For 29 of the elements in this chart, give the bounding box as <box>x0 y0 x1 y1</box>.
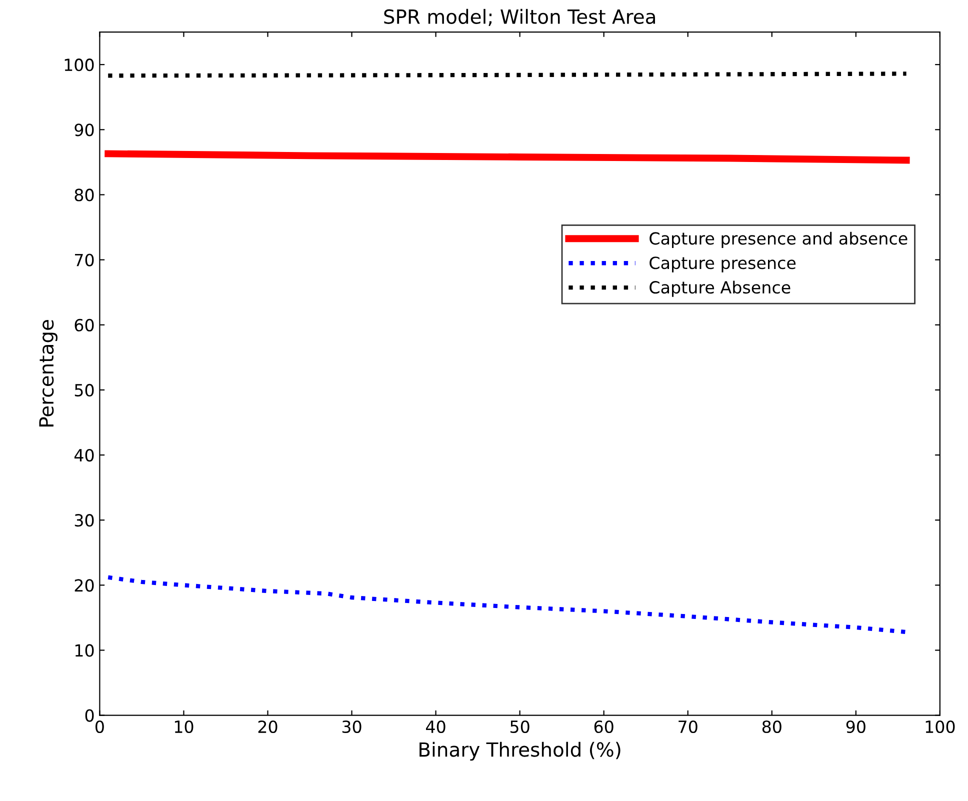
legend-label: Capture presence and absence <box>650 232 908 248</box>
x-axis-title: Binary Threshold (%) <box>420 742 620 761</box>
x-tick-label: 50 <box>510 720 530 734</box>
y-tick-label: 50 <box>74 384 94 397</box>
x-tick-label: 40 <box>426 720 446 734</box>
y-tick-label: 80 <box>74 188 94 202</box>
legend-label: Capture Absence <box>650 280 790 297</box>
y-tick-label: 20 <box>74 579 94 592</box>
y-axis-title: Percentage <box>39 320 58 426</box>
x-tick-label: 30 <box>342 720 362 734</box>
y-tick-label: 40 <box>74 448 94 462</box>
legend-label: Capture presence <box>650 256 796 272</box>
chart-title: SPR model; Wilton Test Area <box>384 8 655 26</box>
x-tick-label: 20 <box>258 720 278 734</box>
y-tick-label: 60 <box>74 318 94 332</box>
x-tick-label: 90 <box>846 720 866 734</box>
x-tick-label: 80 <box>762 720 782 734</box>
y-tick-label: 100 <box>64 58 94 72</box>
x-tick-label: 70 <box>678 720 698 734</box>
x-tick-label: 10 <box>174 720 194 734</box>
y-tick-label: 10 <box>75 644 94 657</box>
x-tick-label: 100 <box>926 720 955 734</box>
x-tick-label: 60 <box>594 720 614 734</box>
line-series <box>106 575 908 634</box>
y-tick-label: 70 <box>75 254 94 266</box>
y-tick-label: 30 <box>74 514 94 527</box>
y-tick-label: 90 <box>74 124 94 136</box>
x-tick-label: 0 <box>96 720 104 734</box>
y-tick-label: 0 <box>85 709 94 722</box>
